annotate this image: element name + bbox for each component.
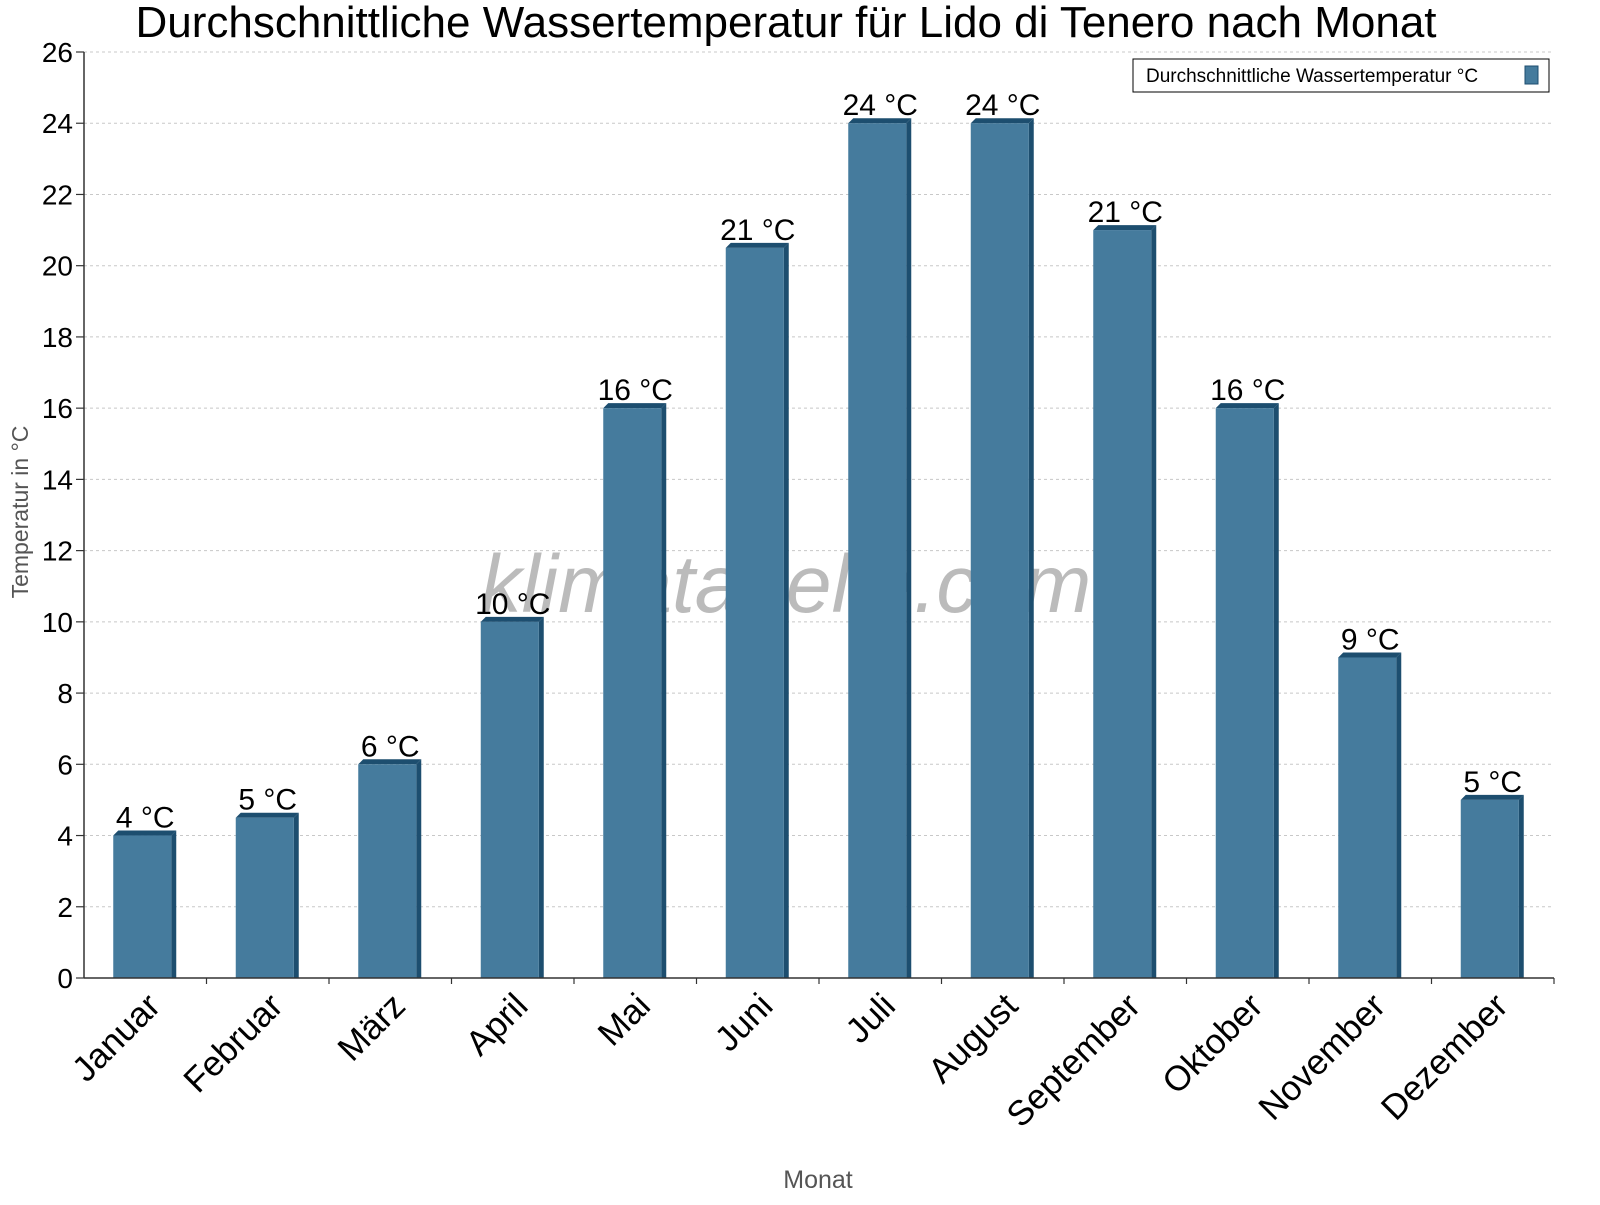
x-tick-label: April	[458, 986, 535, 1063]
bar-side	[416, 759, 422, 978]
bar-face	[970, 123, 1029, 978]
data-label: 24 °C	[965, 89, 1040, 122]
bar	[970, 118, 1034, 978]
y-tick-label: 2	[57, 892, 73, 923]
y-tick-label: 20	[42, 251, 73, 282]
bar-face	[235, 817, 294, 978]
data-label: 16 °C	[598, 374, 673, 407]
x-tick-label: Februar	[176, 986, 290, 1100]
bar-top	[848, 118, 912, 124]
y-tick-label: 26	[42, 37, 73, 68]
bar	[1460, 794, 1524, 978]
bar-top	[1338, 652, 1402, 658]
y-axis-title: Temperatur in °C	[7, 426, 33, 599]
x-tick-label: Oktober	[1155, 986, 1271, 1102]
bar-top	[235, 812, 299, 818]
chart-title: Durchschnittliche Wassertemperatur für L…	[135, 0, 1436, 47]
bar-side	[171, 830, 177, 978]
bar-side	[1028, 118, 1034, 978]
data-label: 24 °C	[843, 89, 918, 122]
x-tick-label: September	[999, 986, 1148, 1135]
x-tick-label: Juli	[838, 986, 903, 1051]
y-tick-label: 10	[42, 607, 73, 638]
bar	[725, 242, 789, 978]
x-tick-label: Januar	[65, 986, 168, 1089]
x-tick-label: November	[1251, 986, 1393, 1128]
bar-face	[480, 621, 539, 978]
bar-top	[970, 118, 1034, 124]
y-tick-label: 6	[57, 749, 73, 780]
bar	[235, 812, 299, 978]
y-tick-label: 8	[57, 678, 73, 709]
data-label: 10 °C	[475, 588, 550, 621]
bar-face	[1338, 657, 1397, 978]
bar-side	[293, 812, 299, 978]
bars	[113, 118, 1524, 979]
bar	[1338, 652, 1402, 978]
data-label: 6 °C	[361, 730, 420, 763]
bar-face	[1460, 799, 1519, 978]
bar-face	[358, 764, 417, 978]
x-tick-label: März	[330, 986, 413, 1069]
bar-side	[661, 403, 667, 979]
bar-face	[603, 408, 662, 979]
data-label: 4 °C	[116, 802, 175, 835]
legend: Durchschnittliche Wassertemperatur °C	[1132, 58, 1550, 93]
y-tick-label: 16	[42, 393, 73, 424]
data-label: 16 °C	[1210, 374, 1285, 407]
bar-face	[1093, 230, 1152, 979]
bar	[848, 118, 912, 978]
legend-swatch	[1524, 65, 1539, 85]
x-axis-title: Monat	[783, 1166, 853, 1194]
bar-side	[1273, 403, 1279, 979]
bar	[480, 616, 544, 978]
bar-top	[1093, 225, 1157, 231]
bar-face	[113, 835, 172, 978]
bar-side	[783, 242, 789, 978]
x-tick-label: Juni	[707, 986, 780, 1059]
bar-face	[725, 247, 784, 978]
bar-top	[358, 759, 422, 765]
data-label: 5 °C	[238, 784, 297, 817]
grid-lines	[84, 51, 1554, 908]
bar	[603, 403, 667, 979]
bar-side	[1151, 225, 1157, 979]
y-tick-label: 4	[57, 821, 73, 852]
bar-side	[538, 616, 544, 978]
data-label: 5 °C	[1463, 766, 1522, 799]
axes	[76, 51, 1555, 984]
data-labels: 4 °C 5 °C 6 °C 10 °C 16 °C 21 °C 24 °C 24 °C 21 …	[116, 89, 1522, 834]
bar-top	[113, 830, 177, 836]
bar-side	[1396, 652, 1402, 978]
x-tick-label: Dezember	[1374, 986, 1516, 1128]
bar	[1215, 403, 1279, 979]
bar	[1093, 225, 1157, 979]
y-tick-label: 24	[42, 108, 73, 139]
bar-top	[1460, 794, 1524, 800]
bar-face	[848, 123, 907, 978]
y-tick-label: 18	[42, 322, 73, 353]
bar-top	[603, 403, 667, 409]
data-label: 21 °C	[720, 214, 795, 247]
x-tick-label: August	[921, 986, 1026, 1091]
x-tick-label: Mai	[590, 986, 657, 1053]
bar	[358, 759, 422, 978]
data-label: 9 °C	[1341, 623, 1400, 656]
y-tick-label: 22	[42, 179, 73, 210]
bar	[113, 830, 177, 978]
bar-top	[480, 616, 544, 622]
bar-side	[906, 118, 912, 978]
bar-top	[1215, 403, 1279, 409]
legend-label: Durchschnittliche Wassertemperatur °C	[1146, 66, 1478, 87]
legend-box	[1132, 58, 1550, 93]
y-tick-label: 0	[57, 963, 73, 994]
data-label: 21 °C	[1088, 196, 1163, 229]
bar-top	[725, 242, 789, 248]
y-tick-label: 14	[42, 464, 73, 495]
y-tick-label: 12	[42, 536, 73, 567]
bar-side	[1518, 794, 1524, 978]
bar-face	[1215, 408, 1274, 979]
